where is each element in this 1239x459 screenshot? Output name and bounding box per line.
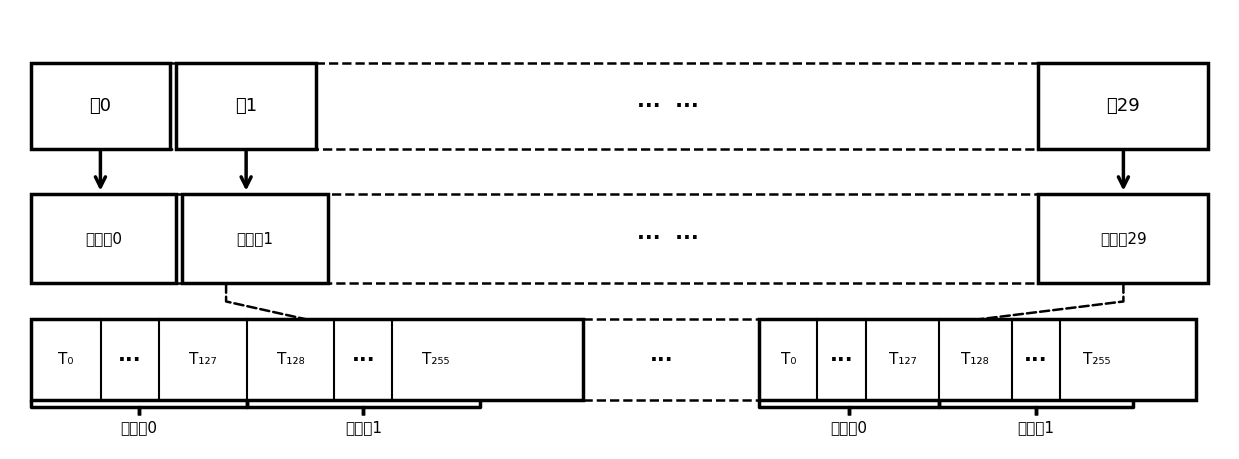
Text: T₁₂₈: T₁₂₈ xyxy=(276,353,305,368)
Bar xyxy=(176,63,316,149)
Text: T₀: T₀ xyxy=(781,353,795,368)
Bar xyxy=(1038,63,1208,149)
Text: 帄0: 帄0 xyxy=(89,97,112,115)
Text: 帄1: 帄1 xyxy=(235,97,258,115)
Text: 线程看1: 线程看1 xyxy=(344,420,382,435)
Bar xyxy=(31,63,170,149)
Text: ···  ···: ··· ··· xyxy=(637,96,699,116)
Text: 线程块0: 线程块0 xyxy=(85,231,121,246)
Text: 帄29: 帄29 xyxy=(1106,97,1140,115)
Text: ···  ···: ··· ··· xyxy=(637,229,699,248)
Text: 线程看0: 线程看0 xyxy=(120,420,157,435)
Text: ···: ··· xyxy=(119,350,142,370)
Text: T₁₂₇: T₁₂₇ xyxy=(190,353,217,368)
Bar xyxy=(31,63,1208,149)
Text: ···: ··· xyxy=(352,350,375,370)
Text: T₁₂₇: T₁₂₇ xyxy=(888,353,917,368)
Text: ···: ··· xyxy=(1025,350,1048,370)
Bar xyxy=(760,319,1196,400)
Bar xyxy=(31,194,176,284)
Bar xyxy=(1038,194,1208,284)
Text: ···: ··· xyxy=(650,350,674,370)
Text: T₂₅₅: T₂₅₅ xyxy=(1083,353,1110,368)
Bar xyxy=(31,194,1208,284)
Text: 线程看1: 线程看1 xyxy=(1017,420,1054,435)
Text: 线程块29: 线程块29 xyxy=(1100,231,1147,246)
Text: T₂₅₅: T₂₅₅ xyxy=(422,353,450,368)
Text: T₀: T₀ xyxy=(58,353,73,368)
Text: T₁₂₈: T₁₂₈ xyxy=(961,353,989,368)
Text: 线程看0: 线程看0 xyxy=(830,420,867,435)
Bar xyxy=(182,194,328,284)
Text: 线程块1: 线程块1 xyxy=(237,231,274,246)
Bar xyxy=(31,319,584,400)
Text: ···: ··· xyxy=(830,350,854,370)
